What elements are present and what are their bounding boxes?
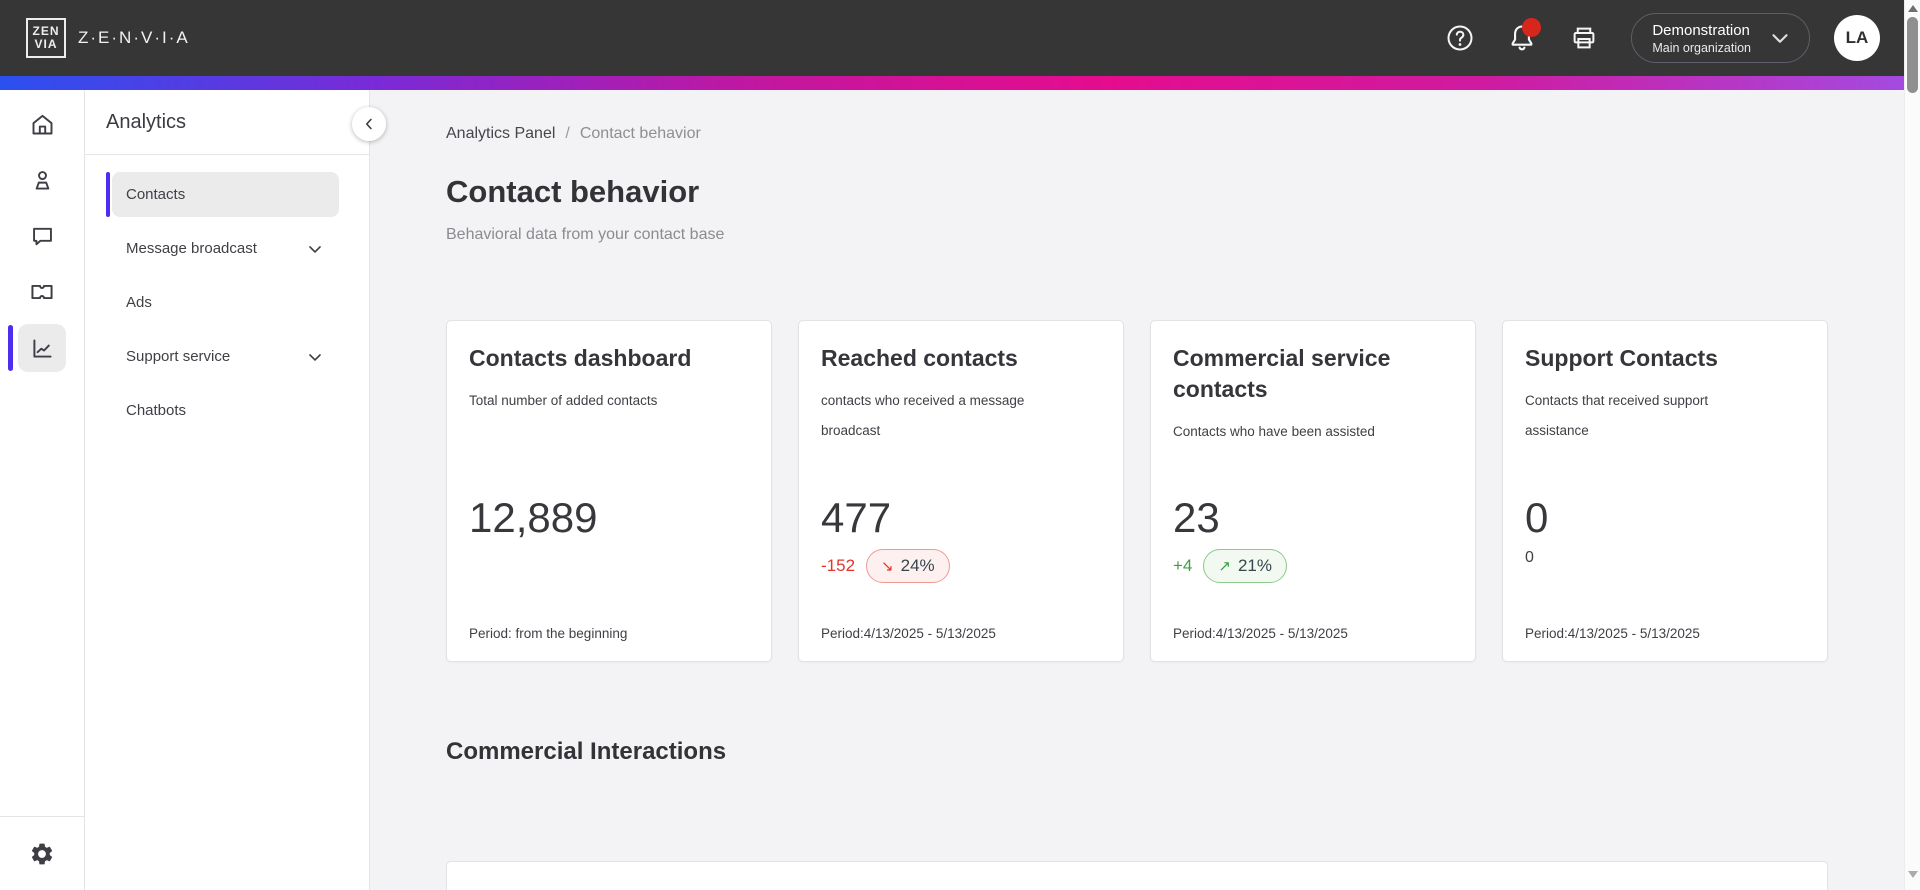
chevron-down-icon: [305, 239, 325, 259]
card-title: Reached contacts: [821, 345, 1018, 371]
logo-mark-top: ZEN: [32, 24, 60, 38]
chevron-left-icon: [365, 118, 372, 130]
user-avatar[interactable]: LA: [1834, 15, 1880, 61]
card-delta-row: -152 ↘ 24%: [821, 549, 950, 583]
card-period: Period:4/13/2025 - 5/13/2025: [1525, 626, 1700, 641]
page-subtitle: Behavioral data from your contact base: [446, 226, 725, 243]
help-icon: [1447, 25, 1473, 51]
percent-value: 24%: [900, 556, 935, 575]
sidebar-header: Analytics: [85, 90, 369, 155]
main-content: Analytics Panel / Contact behavior Conta…: [370, 90, 1904, 890]
brand-gradient-bar: [0, 76, 1904, 90]
card-period: Period: from the beginning: [469, 626, 628, 641]
logo-mark-bottom: VIA: [34, 37, 58, 51]
card-title: Commercial service contacts: [1173, 345, 1391, 402]
scrollbar-thumb[interactable]: [1907, 17, 1918, 93]
card-description: contacts who received a message broadcas…: [821, 393, 1025, 438]
organization-name: Demonstration: [1652, 21, 1750, 39]
delta-value: 0: [1525, 549, 1534, 566]
section-title-commercial-interactions: Commercial Interactions: [446, 738, 727, 765]
icon-rail: [0, 90, 85, 890]
trend-down-arrow-icon: ↘: [881, 558, 894, 575]
delta-value: +4: [1173, 556, 1193, 575]
breadcrumb-separator: /: [565, 125, 570, 142]
card-value: 0: [1525, 494, 1549, 541]
kpi-cards-row: Contacts dashboard Total number of added…: [446, 320, 1904, 662]
printer-icon: [1573, 27, 1595, 49]
avatar-initials: LA: [1845, 28, 1869, 47]
breadcrumb-analytics-panel[interactable]: Analytics Panel: [446, 125, 556, 142]
card-title: Support Contacts: [1525, 345, 1718, 371]
zenvia-logo-mark: ZEN VIA: [26, 18, 66, 58]
page-title: Contact behavior: [446, 174, 700, 209]
commercial-interactions-card: [446, 861, 1828, 890]
sidebar-item-label: Support service: [126, 348, 231, 365]
chevron-down-icon: [305, 347, 325, 367]
sidebar-item-message-broadcast[interactable]: Message broadcast: [112, 226, 339, 271]
scrollbar-down-arrow[interactable]: [1908, 871, 1918, 878]
card-description: Total number of added contacts: [469, 393, 658, 408]
sidebar-item-label: Chatbots: [126, 402, 187, 419]
help-button[interactable]: [1439, 17, 1481, 59]
sidebar-title: Analytics: [106, 110, 187, 133]
notifications-button[interactable]: [1501, 17, 1543, 59]
delta-value: -152: [821, 556, 856, 575]
vertical-scrollbar[interactable]: [1904, 0, 1920, 890]
percent-value: 21%: [1237, 556, 1272, 575]
rail-item-analytics[interactable]: [0, 320, 84, 376]
ticket-icon: [18, 268, 66, 316]
organization-labels: Demonstration Main organization: [1652, 21, 1751, 56]
sidebar-item-label: Ads: [126, 294, 152, 311]
sidebar-item-label: Contacts: [126, 186, 186, 203]
percent-badge: ↗ 21%: [1203, 549, 1287, 583]
card-period: Period:4/13/2025 - 5/13/2025: [821, 626, 996, 641]
card-description: Contacts that received support assistanc…: [1525, 393, 1709, 438]
gear-icon: [31, 843, 53, 864]
card-contacts-dashboard: Contacts dashboard Total number of added…: [446, 320, 772, 662]
rail-item-contacts[interactable]: [0, 152, 84, 208]
line-chart-icon: [18, 324, 66, 372]
card-delta-row: 0: [1525, 549, 1534, 567]
card-description: Contacts who have been assisted: [1173, 424, 1375, 439]
organization-selector[interactable]: Demonstration Main organization: [1631, 13, 1810, 63]
top-header: ZEN VIA Z·E·N·V·I·A: [0, 0, 1904, 76]
percent-badge: ↘ 24%: [866, 549, 950, 583]
organization-subtitle: Main organization: [1652, 40, 1751, 55]
card-title: Contacts dashboard: [469, 345, 692, 371]
rail-item-settings[interactable]: [0, 816, 84, 890]
scrollbar-up-arrow[interactable]: [1908, 5, 1918, 12]
sidebar-item-contacts[interactable]: Contacts: [106, 172, 339, 217]
sidebar-item-label: Message broadcast: [126, 240, 257, 257]
trend-up-arrow-icon: ↗: [1218, 558, 1231, 575]
sidebar-collapse-button[interactable]: [352, 107, 386, 141]
analytics-sidebar: Analytics Contacts Message broadcast: [85, 90, 386, 890]
sidebar-item-support-service[interactable]: Support service: [112, 334, 339, 379]
card-delta-row: +4 ↗ 21%: [1173, 549, 1287, 583]
card-support-contacts: Support Contacts Contacts that received …: [1502, 320, 1828, 662]
rail-item-campaigns[interactable]: [0, 264, 84, 320]
chat-icon: [18, 212, 66, 260]
content-row: Analytics Contacts Message broadcast: [0, 90, 1904, 890]
person-icon: [18, 156, 66, 204]
brand-wordmark: Z·E·N·V·I·A: [78, 28, 190, 47]
card-value: 12,889: [469, 494, 598, 541]
card-commercial-service-contacts: Commercial service contacts Contacts who…: [1150, 320, 1476, 662]
card-period: Period:4/13/2025 - 5/13/2025: [1173, 626, 1348, 641]
rail-item-conversations[interactable]: [0, 208, 84, 264]
print-button[interactable]: [1563, 17, 1605, 59]
card-value: 477: [821, 494, 892, 541]
notification-badge: [1522, 18, 1542, 37]
breadcrumb: Analytics Panel / Contact behavior: [446, 124, 1904, 144]
card-reached-contacts: Reached contacts contacts who received a…: [798, 320, 1124, 662]
sidebar-item-chatbots[interactable]: Chatbots: [112, 388, 339, 433]
chevron-down-icon: [1767, 25, 1793, 51]
card-value: 23: [1173, 494, 1220, 541]
sidebar-item-ads[interactable]: Ads: [112, 280, 339, 325]
sidebar-items: Contacts Message broadcast Ads Support s…: [85, 155, 369, 433]
home-icon: [18, 100, 66, 148]
breadcrumb-current: Contact behavior: [579, 125, 701, 142]
rail-item-home[interactable]: [0, 96, 84, 152]
